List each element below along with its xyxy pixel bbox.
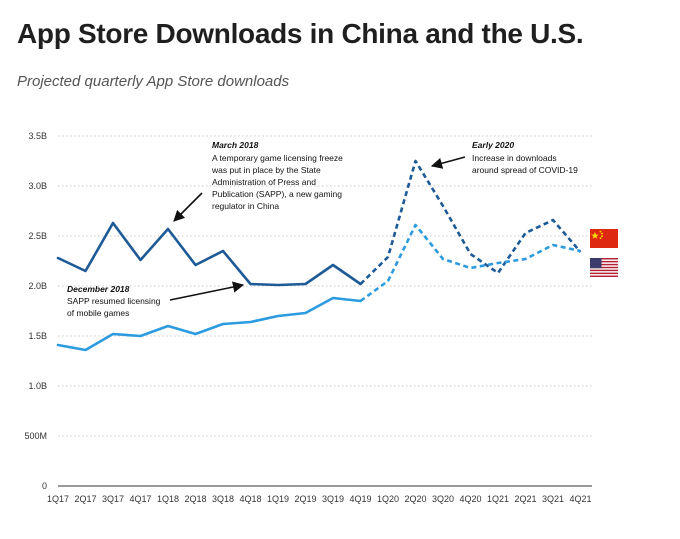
x-tick-label: 3Q19 — [322, 494, 344, 504]
annotation-december-2018: December 2018 SAPP resumed licensing of … — [67, 281, 245, 318]
x-tick-label: 3Q21 — [542, 494, 564, 504]
x-tick-label: 4Q20 — [459, 494, 481, 504]
annotation-march-2018: March 2018 A temporary game licensing fr… — [173, 140, 343, 222]
x-axis-ticks: 1Q17 2Q17 3Q17 4Q17 1Q18 2Q18 3Q18 4Q18 1Q19 2Q19… — [47, 494, 592, 504]
y-tick-label: 2.5B — [28, 231, 47, 241]
y-tick-label: 1.0B — [28, 381, 47, 391]
y-tick-label: 1.5B — [28, 331, 47, 341]
annotation-march-2018-title: March 2018 — [212, 140, 259, 150]
y-tick-label: 3.5B — [28, 131, 47, 141]
china-series-projected — [359, 159, 582, 285]
y-tick-label: 0 — [42, 481, 47, 491]
x-tick-label: 4Q21 — [569, 494, 591, 504]
annotation-march-2018-arrow — [173, 192, 203, 222]
china-series-actual — [56, 221, 362, 287]
annotation-early-2020: Early 2020 Increase in downloads around … — [430, 140, 578, 175]
chart-subtitle: Projected quarterly App Store downloads — [17, 73, 290, 90]
annotation-march-2018-line: Administration of Press and — [212, 177, 316, 187]
x-tick-label: 1Q19 — [267, 494, 289, 504]
annotation-march-2018-line: A temporary game licensing freeze — [212, 153, 343, 163]
chart-title: App Store Downloads in China and the U.S… — [17, 18, 584, 49]
us-flag-icon — [590, 258, 618, 277]
x-tick-label: 2Q17 — [74, 494, 96, 504]
annotation-early-2020-line: Increase in downloads — [472, 153, 557, 163]
x-tick-label: 1Q18 — [157, 494, 179, 504]
annotation-early-2020-title: Early 2020 — [472, 140, 514, 150]
grid-lines — [58, 135, 592, 487]
annotation-december-2018-arrow — [169, 281, 245, 301]
x-tick-label: 2Q18 — [184, 494, 206, 504]
annotation-december-2018-title: December 2018 — [67, 284, 130, 294]
us-series-projected — [359, 223, 581, 303]
annotation-december-2018-line: of mobile games — [67, 308, 129, 318]
y-tick-label: 2.0B — [28, 281, 47, 291]
x-tick-label: 2Q20 — [404, 494, 426, 504]
x-tick-label: 1Q17 — [47, 494, 69, 504]
y-axis-ticks: 0 500M 1.0B 1.5B 2.0B 2.5B 3.0B 3.5B — [24, 131, 47, 491]
china-flag-icon — [590, 229, 618, 248]
x-tick-label: 1Q20 — [377, 494, 399, 504]
y-tick-label: 3.0B — [28, 181, 47, 191]
annotation-early-2020-arrow — [430, 156, 466, 169]
annotation-march-2018-line: Publication (SAPP), a new gaming — [212, 189, 342, 199]
x-tick-label: 1Q21 — [487, 494, 509, 504]
x-tick-label: 4Q17 — [129, 494, 151, 504]
x-tick-label: 4Q18 — [239, 494, 261, 504]
annotation-march-2018-line: was put in place by the State — [211, 165, 321, 175]
annotation-december-2018-line: SAPP resumed licensing — [67, 296, 161, 306]
x-tick-label: 3Q17 — [102, 494, 124, 504]
annotation-early-2020-line: around spread of COVID-19 — [472, 165, 578, 175]
annotation-march-2018-line: regulator in China — [212, 201, 279, 211]
series-lines — [56, 159, 582, 352]
x-tick-label: 4Q19 — [349, 494, 371, 504]
us-series-actual — [56, 296, 362, 352]
y-tick-label: 500M — [24, 431, 47, 441]
x-tick-label: 2Q21 — [514, 494, 536, 504]
x-tick-label: 2Q19 — [294, 494, 316, 504]
x-tick-label: 3Q18 — [212, 494, 234, 504]
x-tick-label: 3Q20 — [432, 494, 454, 504]
